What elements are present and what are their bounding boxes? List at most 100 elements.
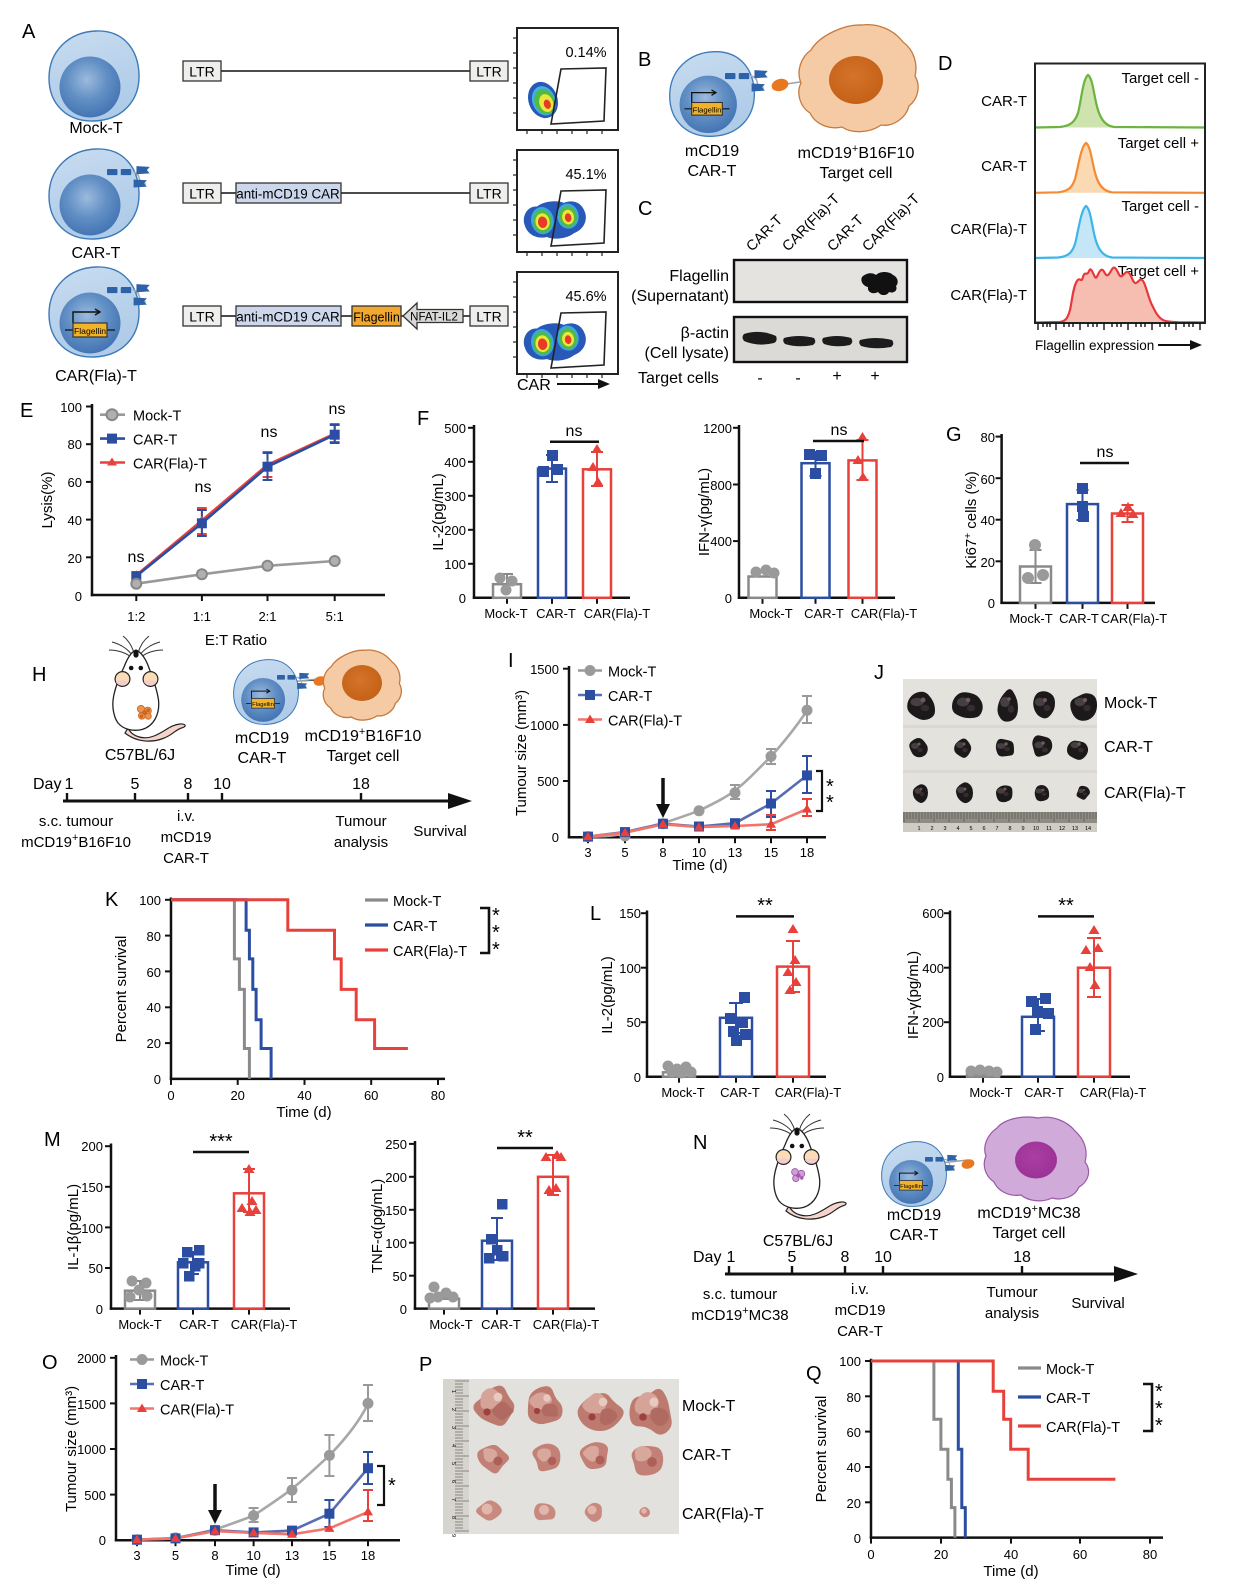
svg-text:A: A xyxy=(22,21,36,43)
svg-text:1: 1 xyxy=(917,826,920,832)
svg-text:5: 5 xyxy=(969,826,972,832)
svg-text:3: 3 xyxy=(450,1426,456,1429)
svg-text:80: 80 xyxy=(147,929,161,944)
svg-text:Day: Day xyxy=(693,1249,721,1266)
svg-text:Percent survival: Percent survival xyxy=(113,936,130,1043)
svg-text:CAR-T: CAR-T xyxy=(890,1227,939,1244)
svg-text:i.v.: i.v. xyxy=(177,808,195,825)
svg-text:CAR-T: CAR-T xyxy=(481,1317,521,1332)
svg-text:*: * xyxy=(492,939,500,961)
svg-text:K: K xyxy=(105,889,119,911)
svg-text:7: 7 xyxy=(995,826,998,832)
svg-text:6: 6 xyxy=(450,1480,456,1483)
svg-text:Lysis(%): Lysis(%) xyxy=(39,472,56,529)
svg-text:8: 8 xyxy=(184,776,193,793)
svg-text:0: 0 xyxy=(154,1072,161,1087)
svg-text:100: 100 xyxy=(139,893,161,908)
svg-text:50: 50 xyxy=(89,1261,103,1276)
svg-text:Time (d): Time (d) xyxy=(276,1104,331,1121)
svg-text:Mock-T: Mock-T xyxy=(1104,695,1158,712)
svg-text:1500: 1500 xyxy=(77,1397,106,1412)
svg-text:400: 400 xyxy=(710,534,732,549)
svg-text:s.c. tumour: s.c. tumour xyxy=(39,813,113,830)
svg-text:LTR: LTR xyxy=(189,64,214,80)
svg-text:mCD19: mCD19 xyxy=(235,730,289,747)
svg-text:10: 10 xyxy=(246,1548,260,1563)
svg-text:CAR(Fla)-T: CAR(Fla)-T xyxy=(1046,1420,1120,1436)
svg-text:Target cell: Target cell xyxy=(820,165,893,182)
svg-text:CAR(Fla)-T: CAR(Fla)-T xyxy=(533,1317,599,1332)
svg-text:I: I xyxy=(508,650,514,672)
svg-text:5: 5 xyxy=(621,845,628,860)
svg-text:0: 0 xyxy=(937,1070,944,1085)
svg-text:0: 0 xyxy=(459,591,466,606)
svg-text:E: E xyxy=(20,400,33,422)
svg-text:2000: 2000 xyxy=(77,1351,106,1366)
svg-text:3: 3 xyxy=(133,1548,140,1563)
svg-text:200: 200 xyxy=(385,1170,407,1185)
svg-text:D: D xyxy=(938,53,952,75)
svg-text:+: + xyxy=(832,368,841,385)
svg-text:200: 200 xyxy=(444,523,466,538)
svg-text:1200: 1200 xyxy=(703,421,732,436)
svg-text:80: 80 xyxy=(68,437,82,452)
svg-text:100: 100 xyxy=(619,961,641,976)
svg-text:CAR-T: CAR-T xyxy=(608,689,652,705)
svg-text:**: ** xyxy=(517,1127,533,1149)
svg-text:Mock-T: Mock-T xyxy=(69,120,123,137)
svg-text:M: M xyxy=(44,1129,61,1151)
svg-text:1000: 1000 xyxy=(530,718,559,733)
svg-text:CAR-T: CAR-T xyxy=(837,1323,883,1340)
svg-text:mCD19: mCD19 xyxy=(161,829,212,846)
svg-text:80: 80 xyxy=(981,430,995,445)
svg-text:CAR-T: CAR-T xyxy=(981,158,1027,175)
svg-text:5: 5 xyxy=(450,1462,456,1465)
svg-text:***: *** xyxy=(209,1131,233,1153)
svg-text:11: 11 xyxy=(1046,826,1052,832)
svg-text:60: 60 xyxy=(364,1088,378,1103)
svg-text:10: 10 xyxy=(213,776,231,793)
svg-text:ns: ns xyxy=(566,423,583,440)
svg-text:(Cell lysate): (Cell lysate) xyxy=(645,345,729,362)
svg-text:Survival: Survival xyxy=(413,823,466,840)
svg-text:1:1: 1:1 xyxy=(193,609,211,624)
svg-text:60: 60 xyxy=(147,965,161,980)
svg-text:anti-mCD19 CAR: anti-mCD19 CAR xyxy=(236,310,340,325)
svg-text:20: 20 xyxy=(147,1036,161,1051)
svg-text:20: 20 xyxy=(981,555,995,570)
svg-text:8: 8 xyxy=(659,845,666,860)
svg-text:45.6%: 45.6% xyxy=(565,289,606,305)
svg-text:CAR(Fla)-T: CAR(Fla)-T xyxy=(608,714,682,730)
svg-text:150: 150 xyxy=(619,906,641,921)
svg-text:E:T Ratio: E:T Ratio xyxy=(205,632,267,649)
svg-text:Percent survival: Percent survival xyxy=(813,1396,830,1503)
svg-text:100: 100 xyxy=(60,400,82,415)
svg-text:1: 1 xyxy=(450,1390,456,1393)
svg-text:Target cell -: Target cell - xyxy=(1121,70,1199,87)
svg-text:0: 0 xyxy=(634,1070,641,1085)
svg-text:**: ** xyxy=(757,895,773,917)
svg-text:Target cell -: Target cell - xyxy=(1121,198,1199,215)
svg-text:*: * xyxy=(826,776,834,798)
svg-text:CAR(Fla)-T: CAR(Fla)-T xyxy=(682,1506,764,1523)
svg-text:13: 13 xyxy=(285,1548,299,1563)
svg-text:300: 300 xyxy=(444,489,466,504)
svg-text:Mock-T: Mock-T xyxy=(682,1398,736,1415)
svg-text:Target cell +: Target cell + xyxy=(1118,135,1200,152)
svg-text:100: 100 xyxy=(444,557,466,572)
svg-text:CAR-T: CAR-T xyxy=(1046,1391,1090,1407)
svg-text:CAR(Fla)-T: CAR(Fla)-T xyxy=(1101,611,1167,626)
svg-text:20: 20 xyxy=(847,1496,861,1511)
svg-text:*: * xyxy=(826,792,834,814)
svg-text:Mock-T: Mock-T xyxy=(133,409,181,425)
svg-text:CAR-T: CAR-T xyxy=(72,245,121,262)
svg-text:LTR: LTR xyxy=(189,309,214,325)
svg-text:Ki67+ cells (%): Ki67+ cells (%) xyxy=(963,471,981,569)
svg-text:*: * xyxy=(388,1475,396,1497)
svg-text:mCD19+MC38: mCD19+MC38 xyxy=(691,1305,788,1324)
svg-text:Flagellin: Flagellin xyxy=(669,268,729,285)
svg-text:CAR(Fla)-T: CAR(Fla)-T xyxy=(231,1317,297,1332)
svg-text:IL-2(pg/mL): IL-2(pg/mL) xyxy=(430,473,447,551)
svg-text:80: 80 xyxy=(1143,1547,1157,1562)
svg-text:Flagellin expression: Flagellin expression xyxy=(1035,338,1154,353)
